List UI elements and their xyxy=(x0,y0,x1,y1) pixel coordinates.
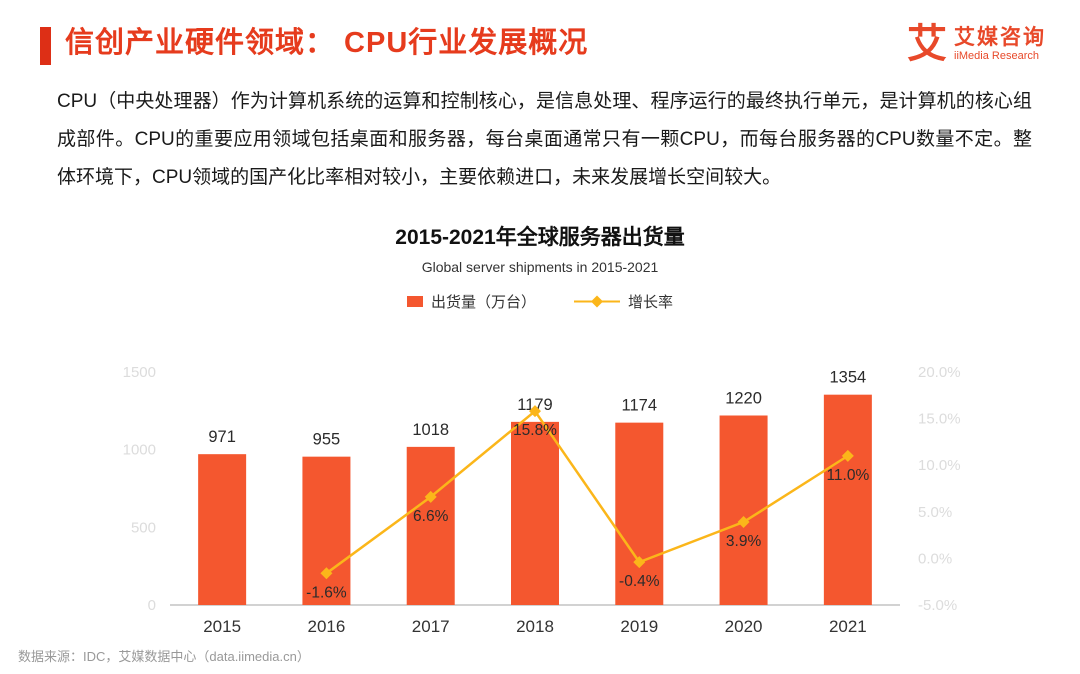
title-accent-bar xyxy=(40,27,51,65)
bar-2019 xyxy=(615,422,664,605)
growth-point-2018 xyxy=(529,405,541,418)
legend-label-shipments: 出货量（万台） xyxy=(430,294,536,311)
legend-item-shipments: 出货量（万台） xyxy=(406,291,536,312)
x-axis-label-2016: 2016 xyxy=(308,617,346,636)
growth-point-label: 15.8% xyxy=(513,422,557,439)
bar-2020 xyxy=(719,415,768,605)
bar-value-label: 1179 xyxy=(517,396,552,414)
chart-subtitle: Global server shipments in 2015-2021 xyxy=(421,259,659,275)
page-title: 信创产业硬件领域： CPU行业发展概况 xyxy=(65,27,589,59)
growth-point-label: 3.9% xyxy=(726,533,762,550)
bar-value-label: 971 xyxy=(208,428,236,446)
bar-swatch-icon xyxy=(406,296,423,307)
growth-point-label: -1.6% xyxy=(306,584,347,601)
bar-value-label: 955 xyxy=(313,431,341,449)
legend-item-growth: 增长率 xyxy=(574,291,673,312)
legend-label-growth: 增长率 xyxy=(628,294,674,311)
intro-paragraph: CPU（中央处理器）作为计算机系统的运算和控制核心，是信息处理、程序运行的最终执… xyxy=(57,91,1032,188)
logo-name-en: iiMedia Research xyxy=(954,50,1039,62)
x-axis-label-2015: 2015 xyxy=(203,617,241,636)
right-axis-tick-label: 15.0% xyxy=(918,411,961,428)
bar-2017 xyxy=(406,446,455,605)
bar-value-label: 1354 xyxy=(829,369,866,387)
growth-rate-line xyxy=(325,409,849,575)
growth-point-2021 xyxy=(841,449,854,462)
x-axis-label-2020: 2020 xyxy=(725,617,763,636)
left-axis-tick-label: 1500 xyxy=(123,364,156,381)
chart-legend: 出货量（万台） 增长率 xyxy=(0,291,1080,312)
growth-point-2019 xyxy=(633,556,646,569)
data-source: 数据来源：IDC，艾媒数据中心（data.iimedia.cn） xyxy=(18,649,310,664)
bar-value-label: 1220 xyxy=(725,389,762,407)
left-axis-tick-label: 0 xyxy=(148,597,156,614)
bar-value-label: 1174 xyxy=(622,397,657,415)
logo-name-cn: 艾媒咨询 xyxy=(954,25,1046,49)
x-axis-label-2018: 2018 xyxy=(516,617,554,636)
bar-2016 xyxy=(302,456,351,605)
x-axis-label-2017: 2017 xyxy=(412,617,450,636)
x-axis-label-2019: 2019 xyxy=(620,617,658,636)
growth-point-label: 6.6% xyxy=(413,508,449,525)
right-axis-tick-label: 10.0% xyxy=(918,457,961,474)
right-axis-tick-label: 20.0% xyxy=(918,364,961,381)
right-axis-tick-label: 5.0% xyxy=(918,504,952,521)
header: 信创产业硬件领域： CPU行业发展概况 艾 艾媒咨询 iiMedia Resea… xyxy=(0,0,1080,65)
left-axis-tick-label: 500 xyxy=(131,519,156,536)
growth-point-2017 xyxy=(424,490,437,503)
iimedia-logo: 艾 艾媒咨询 iiMedia Research xyxy=(907,24,1046,64)
right-axis-tick-label: -5.0% xyxy=(918,597,957,614)
combo-chart: 0 500 1000 1500 -5.0% 0.0% 5.0% 10.0% 15.0% 20.0%… xyxy=(123,364,961,636)
bar-2018 xyxy=(511,421,559,605)
growth-point-2016 xyxy=(320,567,333,580)
right-axis-tick-label: 0.0% xyxy=(918,550,952,567)
iimedia-logo-text: 艾媒咨询 iiMedia Research xyxy=(954,25,1046,63)
growth-point-2020 xyxy=(737,516,750,529)
bar-2021 xyxy=(823,394,872,605)
chart-title: 2015-2021年全球服务器出货量 xyxy=(395,226,685,249)
bar-value-label: 1018 xyxy=(412,421,449,439)
left-axis-tick-label: 1000 xyxy=(123,442,156,459)
bar-2015 xyxy=(198,454,247,605)
iimedia-logo-icon: 艾 xyxy=(907,22,947,66)
growth-point-label: 11.0% xyxy=(826,467,869,484)
growth-point-label: -0.4% xyxy=(619,573,660,590)
x-axis-label-2021: 2021 xyxy=(829,617,867,636)
line-swatch-icon xyxy=(574,295,620,308)
